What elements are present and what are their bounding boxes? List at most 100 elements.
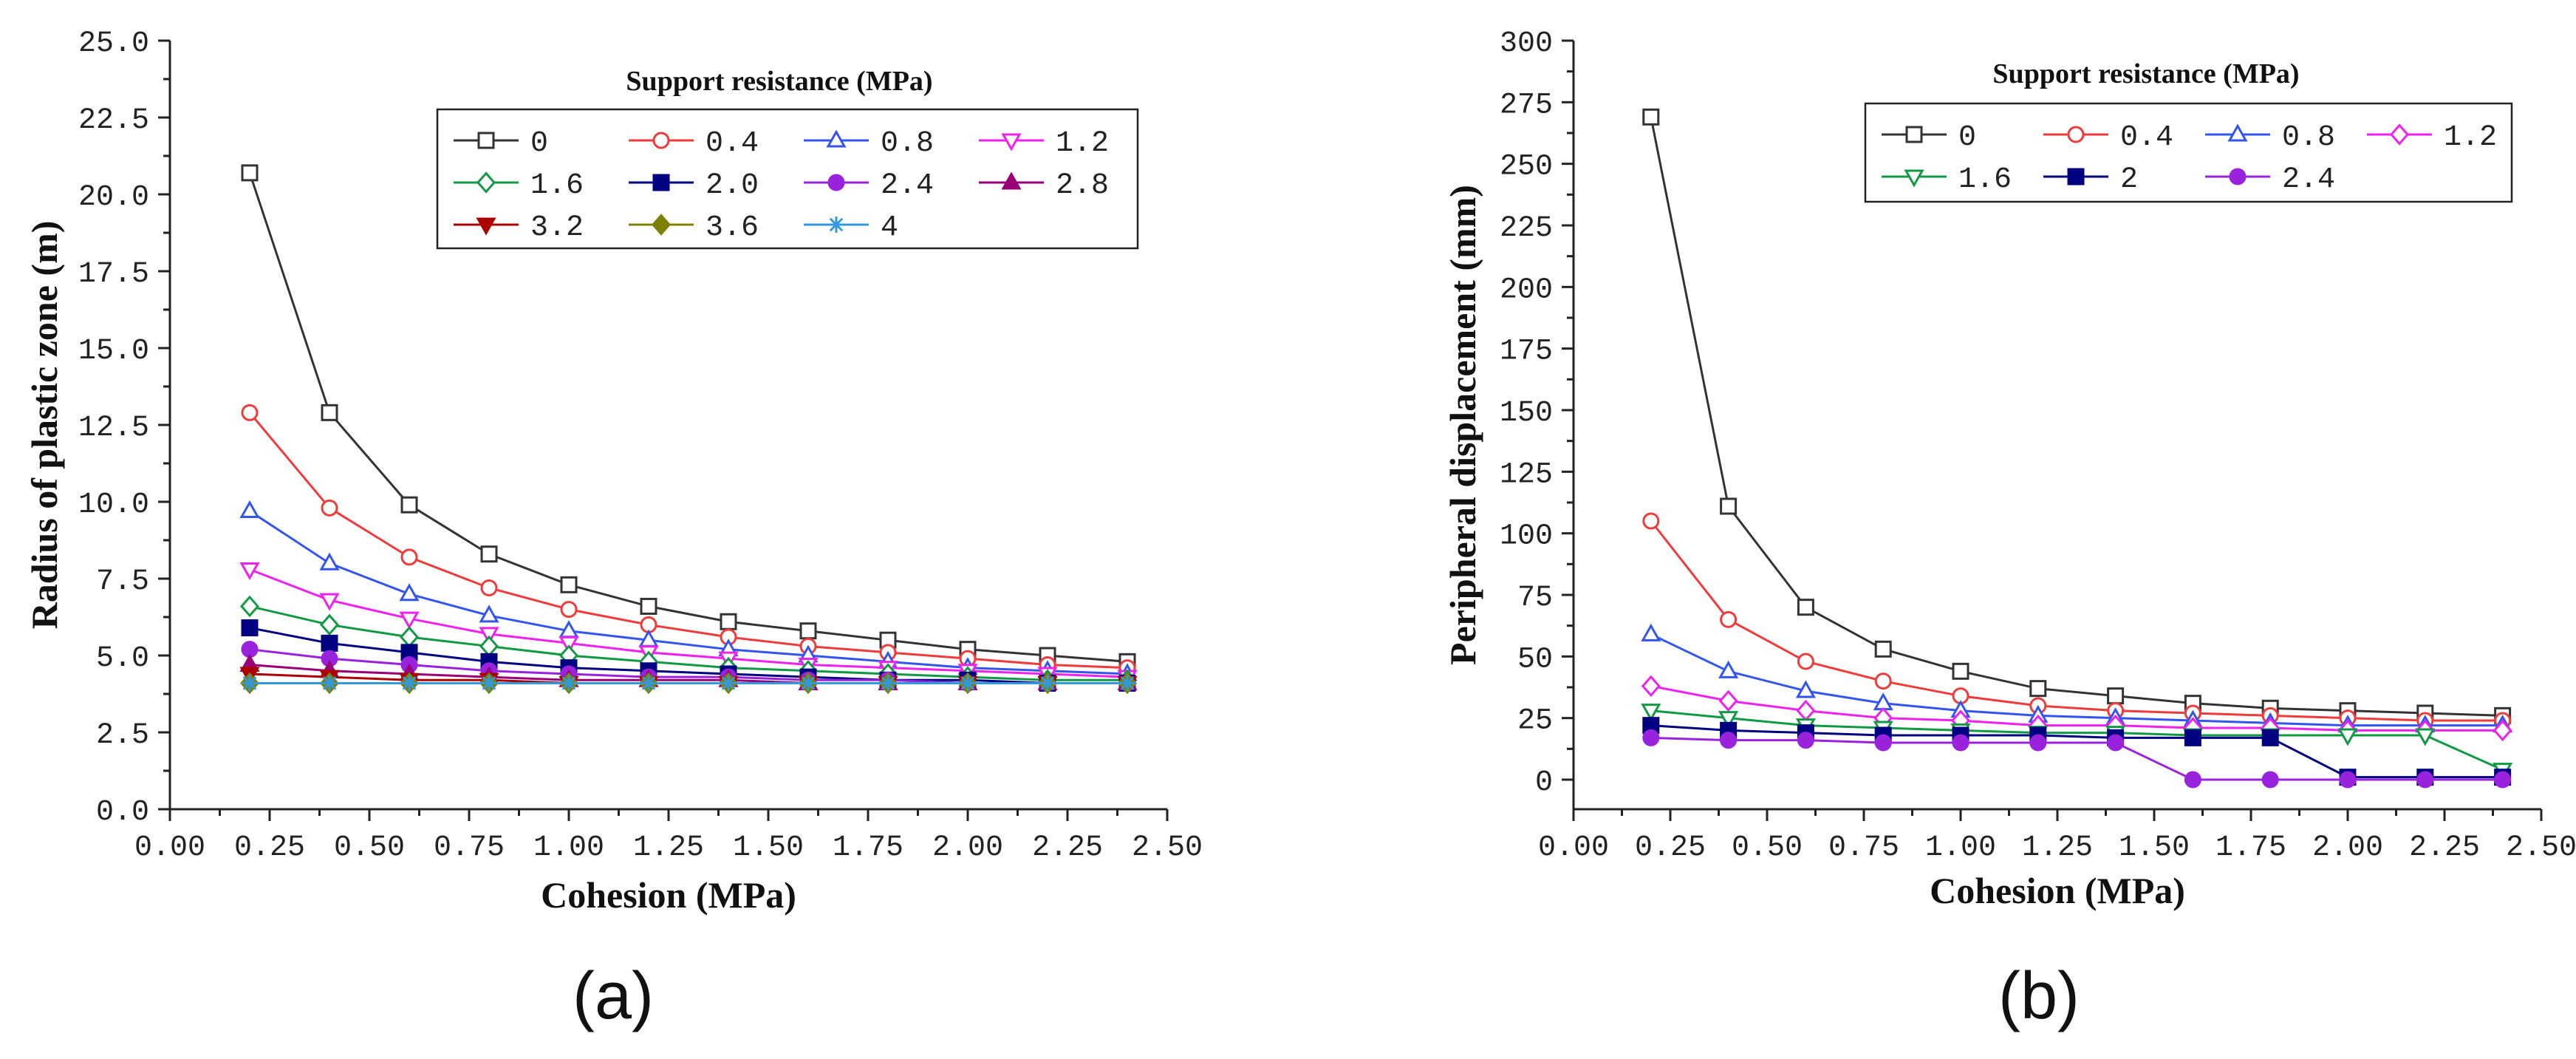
legend-swatch-marker bbox=[1001, 133, 1022, 151]
y-tick-label: 150 bbox=[1500, 397, 1553, 430]
x-axis-title: Cohesion (MPa) bbox=[1930, 870, 2185, 911]
series-0 bbox=[241, 164, 1136, 670]
legend-swatch-marker bbox=[476, 171, 496, 194]
data-point-4 bbox=[401, 675, 417, 692]
legend-entry-0: 0 bbox=[454, 127, 548, 160]
legend-swatch-marker bbox=[827, 174, 845, 191]
y-tick-label: 175 bbox=[1500, 336, 1553, 369]
legend-swatch-marker bbox=[476, 217, 496, 236]
series-line-1.2 bbox=[1650, 684, 2503, 732]
series-layer bbox=[1641, 108, 2513, 789]
series-line-2 bbox=[1650, 724, 2503, 779]
data-point-0 bbox=[2107, 687, 2125, 705]
data-point-4 bbox=[880, 675, 896, 692]
data-point-0.8 bbox=[239, 500, 260, 518]
data-point-4 bbox=[720, 675, 737, 692]
data-point-1.6 bbox=[1718, 711, 1739, 729]
legend-swatch-marker bbox=[2067, 168, 2085, 185]
legend-box bbox=[1864, 102, 2513, 203]
data-point-0.4 bbox=[321, 499, 338, 517]
series-line-1.6 bbox=[249, 605, 1127, 681]
data-point-0.4 bbox=[1797, 653, 1814, 670]
legend-label: 3.6 bbox=[706, 211, 759, 245]
legend-entry-3.2: 3.2 bbox=[454, 211, 584, 245]
data-point-1.2 bbox=[239, 562, 260, 581]
legend-swatch-marker bbox=[652, 174, 670, 191]
y-tick-label: 100 bbox=[1500, 520, 1553, 554]
legend-label: 2.0 bbox=[706, 169, 759, 202]
x-tick-label: 2.00 bbox=[2312, 831, 2383, 865]
x-tick-label: 1.75 bbox=[2215, 831, 2286, 865]
legend-entry-1.6: 1.6 bbox=[1882, 163, 2012, 197]
data-point-1.2 bbox=[558, 636, 579, 654]
x-tick-label: 2.00 bbox=[932, 831, 1003, 865]
x-axis-title: Cohesion (MPa) bbox=[541, 874, 796, 916]
y-tick-label: 0 bbox=[1535, 766, 1553, 800]
legend-swatch-marker bbox=[477, 132, 495, 149]
legend-label: 0.8 bbox=[2282, 121, 2335, 154]
legend-entry-2.8: 2.8 bbox=[979, 169, 1109, 202]
data-point-1.2 bbox=[319, 593, 340, 611]
data-point-1.6 bbox=[1641, 704, 1661, 722]
legend-swatch-marker bbox=[1905, 126, 1923, 143]
data-point-2.4 bbox=[2261, 771, 2279, 789]
legend-label: 1.2 bbox=[1056, 127, 1109, 160]
legend: Support resistance (MPa) 0 0.4 0.8 1.2 1.6 2.0… bbox=[436, 66, 1139, 250]
x-tick-label: 0.25 bbox=[234, 831, 305, 865]
data-point-0 bbox=[1720, 497, 1738, 515]
data-point-0 bbox=[1642, 108, 1660, 126]
data-point-1.2 bbox=[479, 627, 499, 645]
series-0.8 bbox=[1641, 623, 2513, 733]
y-axis-title: Peripheral displacement (mm) bbox=[1442, 185, 1483, 665]
data-point-2.0 bbox=[321, 634, 338, 652]
legend-label: 4 bbox=[881, 211, 898, 245]
panel-label: (a) bbox=[573, 959, 654, 1033]
data-point-0 bbox=[799, 622, 817, 640]
data-point-4 bbox=[321, 675, 338, 692]
y-tick-label: 2.5 bbox=[96, 719, 149, 752]
data-point-1.6 bbox=[240, 595, 259, 618]
legend-entry-1.6: 1.6 bbox=[454, 169, 584, 202]
y-tick-label: 22.5 bbox=[78, 104, 149, 137]
data-point-0 bbox=[560, 576, 578, 593]
series-line-0.4 bbox=[248, 412, 1128, 670]
legend-entry-4: 4 bbox=[804, 211, 898, 245]
legend-label: 0 bbox=[530, 127, 548, 160]
panel-label: (b) bbox=[1998, 959, 2080, 1033]
data-point-1.6 bbox=[2415, 728, 2436, 746]
y-tick-label: 25 bbox=[1517, 705, 1553, 738]
series-line-0.8 bbox=[1650, 633, 2503, 727]
legend-label: 0.4 bbox=[2120, 121, 2173, 154]
x-tick-label: 1.25 bbox=[2022, 831, 2093, 865]
data-point-2.4 bbox=[1720, 732, 1738, 749]
x-tick-label: 0.25 bbox=[1635, 831, 1706, 865]
legend-entry-2: 2 bbox=[2043, 163, 2138, 197]
legend-entry-2.0: 2.0 bbox=[629, 169, 759, 202]
y-tick-label: 200 bbox=[1500, 273, 1553, 307]
x-tick-label: 2.50 bbox=[2506, 831, 2576, 865]
y-tick-label: 275 bbox=[1500, 89, 1553, 122]
data-point-4 bbox=[242, 675, 258, 692]
legend-label: 0.8 bbox=[881, 127, 934, 160]
data-point-0 bbox=[1952, 662, 1969, 680]
data-point-0.8 bbox=[1641, 623, 1661, 641]
y-tick-label: 5.0 bbox=[96, 642, 149, 675]
legend-label: 1.6 bbox=[530, 169, 584, 202]
data-point-1.2 bbox=[2493, 719, 2512, 742]
legend-label: 2 bbox=[2120, 163, 2138, 197]
legend-swatch-marker bbox=[2229, 168, 2247, 185]
data-point-2.0 bbox=[241, 619, 259, 637]
series-line-0 bbox=[1650, 117, 2503, 717]
data-point-4 bbox=[481, 675, 497, 692]
legend: Support resistance (MPa) 0 0.4 0.8 1.2 1.6 2 2.… bbox=[1864, 58, 2513, 203]
data-point-0 bbox=[1797, 599, 1814, 616]
data-point-2.4 bbox=[1874, 734, 1892, 752]
x-tick-label: 0.75 bbox=[434, 831, 505, 865]
chart-panel-b: 0.00 0.25 0.50 0.75 1.00 1.25 1.50 1.75 2.00 2.25… bbox=[1442, 27, 2576, 1033]
data-point-0 bbox=[640, 597, 657, 615]
legend-swatch-marker bbox=[826, 129, 847, 148]
data-point-2.4 bbox=[2184, 771, 2201, 789]
x-tick-label: 2.50 bbox=[1132, 831, 1203, 865]
legend-label: 2.8 bbox=[1056, 169, 1109, 202]
series-2 bbox=[1642, 717, 2512, 786]
